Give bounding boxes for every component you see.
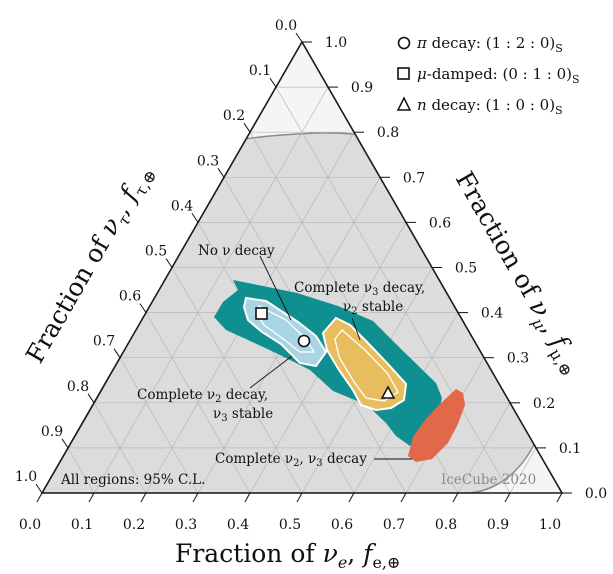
legend-label-pi-decay: π decay: (1 : 2 : 0)S	[416, 34, 563, 55]
tick-mark-fe	[36, 492, 43, 503]
grid-line-ftau	[93, 402, 147, 494]
tick-label-ftau: 0.8	[67, 379, 89, 395]
tick-label-ftau: 0.9	[41, 424, 63, 440]
region-label-nu3-decay-line2: ν2 stable	[343, 299, 403, 317]
tick-label-ftau: 1.0	[15, 469, 37, 485]
tick-mark-ftau	[217, 168, 225, 178]
n-decay-marker	[380, 385, 396, 399]
label-line-nu3-decay	[351, 317, 361, 341]
region-label-nu2-decay-line2: ν3 stable	[213, 406, 273, 424]
tick-mark-fe	[88, 492, 95, 503]
tick-label-fe: 0.3	[175, 517, 197, 533]
legend-label-mu-damped: μ-damped: (0 : 1 : 0)S	[417, 65, 580, 86]
tick-label-fmu: 0.6	[429, 215, 451, 231]
legend: π decay: (1 : 2 : 0)S μ-damped: (0 : 1 :…	[396, 34, 580, 117]
tick-label-fmu: 1.0	[325, 35, 347, 51]
tick-label-fe: 0.4	[227, 517, 249, 533]
grid-line-ftau	[171, 267, 303, 494]
label-line-nu2-decay	[249, 355, 293, 389]
legend-triangle-icon	[396, 96, 412, 111]
grid-line-fe	[457, 402, 511, 494]
region-label-nu3-decay-line1: Complete ν3 decay,	[294, 280, 425, 298]
tick-label-fe: 0.0	[19, 517, 41, 533]
grid-line-ftau	[145, 312, 251, 494]
tick-label-fe: 0.1	[71, 517, 93, 533]
tick-label-fmu: 0.5	[455, 261, 477, 277]
tick-label-fmu: 0.0	[585, 486, 607, 502]
tick-mark-ftau	[295, 32, 303, 43]
tick-mark-fe	[192, 492, 199, 503]
ternary-ticks: 0.0 0.0 0.0 0.1 0.1 0.1 0.2 0.2 0.2 0.3 0.3 0.3 0.4 0…	[15, 18, 607, 533]
grid-line-fe	[509, 447, 537, 494]
tick-label-fmu: 0.3	[507, 351, 529, 367]
tick-mark-fe	[504, 492, 511, 503]
tick-mark-ftau	[35, 483, 43, 494]
legend-square-icon	[397, 67, 410, 80]
tick-mark-ftau	[87, 393, 95, 404]
mu-damped-marker	[255, 307, 268, 320]
tick-mark-ftau	[191, 213, 199, 223]
grid-line-fe	[93, 86, 329, 494]
tick-label-fmu: 0.7	[403, 170, 425, 186]
region-label-no-decay: No ν decay	[198, 243, 275, 259]
region-label-nu2-decay-line1: Complete ν2 decay,	[137, 387, 268, 405]
tick-label-ftau: 0.7	[93, 334, 115, 350]
region-label-nu2-nu3-decay: Complete ν2, ν3 decay	[215, 451, 367, 469]
grid-line-ftau	[275, 86, 511, 494]
tick-mark-fe	[400, 492, 407, 503]
tick-label-fmu: 0.4	[481, 306, 503, 322]
axis-title-nu-e: Fraction of νe, fe,⊕	[175, 539, 400, 572]
region-complete-nu2-nu3-decay	[408, 389, 465, 462]
tick-label-ftau: 0.5	[145, 244, 167, 260]
tick-label-ftau: 0.6	[119, 289, 141, 305]
icecube-credit: IceCube 2020	[441, 472, 536, 488]
tick-label-fmu: 0.2	[533, 396, 555, 412]
tick-mark-ftau	[165, 258, 173, 268]
confidence-note: All regions: 95% C.L.	[60, 472, 205, 488]
tick-label-fmu: 0.9	[351, 80, 373, 96]
pi-decay-marker	[297, 334, 311, 348]
tick-mark-fe	[348, 492, 355, 503]
grid-line-ftau	[119, 357, 199, 494]
legend-circle-icon	[397, 36, 411, 50]
tick-label-fe: 0.5	[279, 517, 301, 533]
tick-mark-fe	[556, 492, 563, 503]
region-complete-nu3-decay	[321, 316, 408, 412]
tick-mark-fe	[140, 492, 147, 503]
tick-mark-ftau	[243, 122, 251, 133]
tick-label-ftau: 0.0	[275, 18, 297, 34]
tick-label-fe: 0.9	[487, 517, 509, 533]
tick-label-fe: 0.8	[435, 517, 457, 533]
tick-mark-fe	[296, 492, 303, 503]
tick-label-ftau: 0.1	[249, 63, 271, 79]
tick-mark-ftau	[113, 348, 121, 358]
tick-mark-ftau	[61, 438, 69, 449]
tick-mark-fe	[452, 492, 459, 503]
tick-mark-ftau	[269, 77, 277, 88]
grid-line-ftau	[67, 447, 95, 494]
tick-label-ftau: 0.2	[223, 108, 245, 124]
tick-label-fe: 0.2	[123, 517, 145, 533]
region-complete-nu3-decay-inner	[334, 329, 399, 402]
tick-label-fe: 0.6	[331, 517, 353, 533]
tick-label-ftau: 0.3	[197, 153, 219, 169]
tick-mark-ftau	[139, 303, 147, 313]
tick-label-fmu: 0.8	[377, 125, 399, 141]
tick-label-fe: 0.7	[383, 517, 405, 533]
tick-label-ftau: 0.4	[171, 198, 193, 214]
tick-label-fmu: 0.1	[559, 441, 581, 457]
label-line-no-decay	[259, 255, 292, 321]
tick-label-fe: 1.0	[539, 517, 561, 533]
tick-mark-fe	[244, 492, 251, 503]
legend-label-n-decay: n decay: (1 : 0 : 0)S	[417, 96, 563, 117]
